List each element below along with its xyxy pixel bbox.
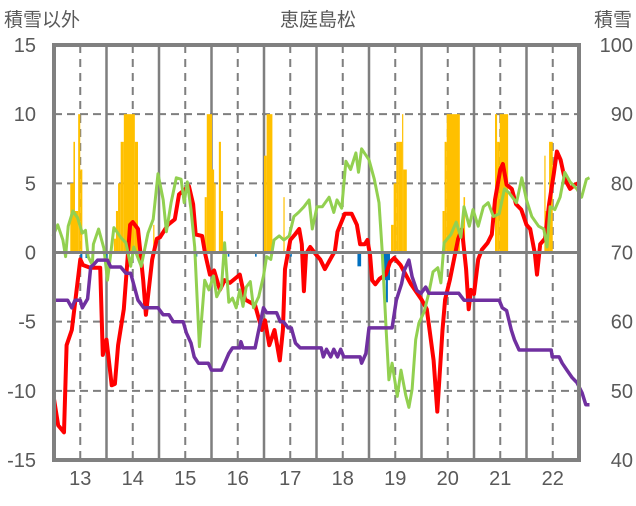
y-tick-label: -10: [7, 381, 36, 403]
bar-orange: [120, 141, 124, 253]
plot-border: [52, 43, 581, 462]
x-tick-label: 15: [174, 468, 196, 490]
chart-title: 恵庭島松: [280, 9, 356, 31]
y-tick-label: 10: [14, 104, 36, 126]
bar-orange: [402, 114, 404, 253]
bar-orange: [444, 141, 447, 253]
bar-orange: [403, 169, 407, 253]
y2-tick-label: 60: [611, 312, 633, 334]
bar-blue: [357, 252, 362, 267]
bar-orange: [118, 183, 121, 253]
bar-orange: [73, 141, 75, 253]
bar-orange: [398, 141, 403, 253]
x-tick-label: 20: [437, 468, 459, 490]
y2-tick-label: 70: [611, 243, 633, 265]
bar-orange: [113, 238, 116, 253]
y-axis-label: 積雪以外: [4, 9, 80, 31]
bar-orange: [499, 114, 509, 253]
y-tick-label: -5: [18, 312, 36, 334]
series-green-line: [51, 147, 591, 409]
bar-blue: [227, 252, 230, 257]
bar-orange: [266, 114, 273, 253]
bar-orange: [214, 183, 216, 253]
y2-tick-label: 50: [611, 381, 633, 403]
bar-orange: [75, 211, 79, 253]
x-tick-label: 18: [332, 468, 354, 490]
y2-tick-label: 80: [611, 173, 633, 195]
bar-orange: [134, 141, 138, 253]
series-purple-line: [53, 258, 590, 407]
x-tick-label: 21: [489, 468, 511, 490]
x-tick-label: 22: [542, 468, 564, 490]
bar-blue: [80, 252, 83, 260]
bar-orange: [446, 114, 460, 253]
x-tick-label: 13: [69, 468, 91, 490]
y2-axis-label: 積雪: [594, 9, 632, 31]
x-tick-label: 19: [384, 468, 406, 490]
bar-blue: [255, 252, 257, 257]
bar-orange: [396, 141, 399, 253]
y2-tick-label: 90: [611, 104, 633, 126]
bar-blue: [85, 252, 88, 259]
series-red-line: [52, 149, 579, 435]
bar-orange: [78, 114, 81, 253]
bar-orange: [218, 141, 221, 253]
bar-blue: [290, 252, 292, 257]
axes: [52, 43, 581, 462]
bar-blue: [385, 252, 388, 303]
bar-orange: [497, 141, 500, 253]
lines: [51, 147, 591, 435]
bar-orange: [204, 197, 207, 253]
bar-orange: [212, 169, 215, 253]
bar-blue: [105, 252, 108, 259]
bar-orange: [206, 114, 213, 253]
bar-orange: [264, 155, 267, 253]
x-tick-label: 17: [279, 468, 301, 490]
y-tick-label: 5: [25, 173, 36, 195]
bar-orange: [391, 224, 394, 253]
y2-tick-label: 40: [611, 450, 633, 472]
bar-orange: [283, 197, 285, 253]
bar-orange: [70, 183, 75, 253]
y2-tick-label: 100: [600, 35, 633, 57]
bar-orange: [463, 197, 466, 253]
bar-orange: [153, 224, 155, 253]
bar-orange: [442, 211, 445, 253]
x-tick-label: 14: [122, 468, 144, 490]
bar-orange: [80, 169, 83, 253]
y-tick-label: -15: [7, 450, 36, 472]
bar-orange: [220, 211, 224, 253]
bar-orange: [393, 183, 397, 253]
x-tick-label: 16: [227, 468, 249, 490]
bar-orange: [123, 114, 135, 253]
bar-orange: [544, 155, 546, 253]
y-tick-label: 15: [14, 35, 36, 57]
y-tick-label: 0: [25, 243, 36, 265]
